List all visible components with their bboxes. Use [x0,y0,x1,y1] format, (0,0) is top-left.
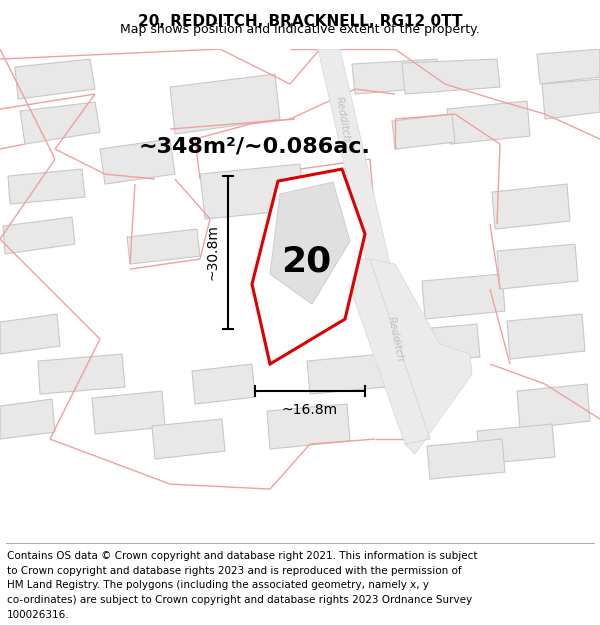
Polygon shape [477,424,555,464]
Polygon shape [8,169,85,204]
Polygon shape [0,399,55,439]
Text: 20: 20 [281,244,331,278]
Polygon shape [200,164,305,219]
Polygon shape [270,182,350,304]
Polygon shape [15,59,95,99]
Polygon shape [397,324,480,364]
Polygon shape [252,169,365,364]
Polygon shape [340,259,430,444]
Polygon shape [402,59,500,94]
Polygon shape [267,404,350,449]
Polygon shape [447,101,530,144]
Text: 100026316.: 100026316. [7,610,70,620]
Text: Contains OS data © Crown copyright and database right 2021. This information is : Contains OS data © Crown copyright and d… [7,551,478,561]
Polygon shape [38,354,125,394]
Polygon shape [392,114,455,149]
Polygon shape [100,139,175,184]
Text: Redditch: Redditch [334,96,352,142]
Polygon shape [517,384,590,429]
Polygon shape [427,439,505,479]
Polygon shape [152,419,225,459]
Polygon shape [352,59,440,94]
Polygon shape [3,217,75,254]
Text: ~348m²/~0.086ac.: ~348m²/~0.086ac. [139,136,371,156]
Text: ~30.8m: ~30.8m [206,224,220,281]
Polygon shape [497,244,578,289]
Polygon shape [542,79,600,119]
Polygon shape [492,184,570,229]
Text: Redditch: Redditch [385,316,404,362]
Polygon shape [127,229,200,264]
Text: to Crown copyright and database rights 2023 and is reproduced with the permissio: to Crown copyright and database rights 2… [7,566,462,576]
Polygon shape [537,49,600,84]
Text: co-ordinates) are subject to Crown copyright and database rights 2023 Ordnance S: co-ordinates) are subject to Crown copyr… [7,595,472,605]
Polygon shape [92,391,165,434]
Polygon shape [20,102,100,144]
Polygon shape [170,74,280,134]
Polygon shape [422,274,505,319]
Polygon shape [318,49,390,264]
Polygon shape [507,314,585,359]
Text: Map shows position and indicative extent of the property.: Map shows position and indicative extent… [120,22,480,36]
Polygon shape [307,354,385,394]
Polygon shape [192,364,255,404]
Text: 20, REDDITCH, BRACKNELL, RG12 0TT: 20, REDDITCH, BRACKNELL, RG12 0TT [138,14,462,29]
Polygon shape [370,259,472,454]
Text: HM Land Registry. The polygons (including the associated geometry, namely x, y: HM Land Registry. The polygons (includin… [7,580,429,590]
Text: ~16.8m: ~16.8m [282,403,338,417]
Polygon shape [0,314,60,354]
